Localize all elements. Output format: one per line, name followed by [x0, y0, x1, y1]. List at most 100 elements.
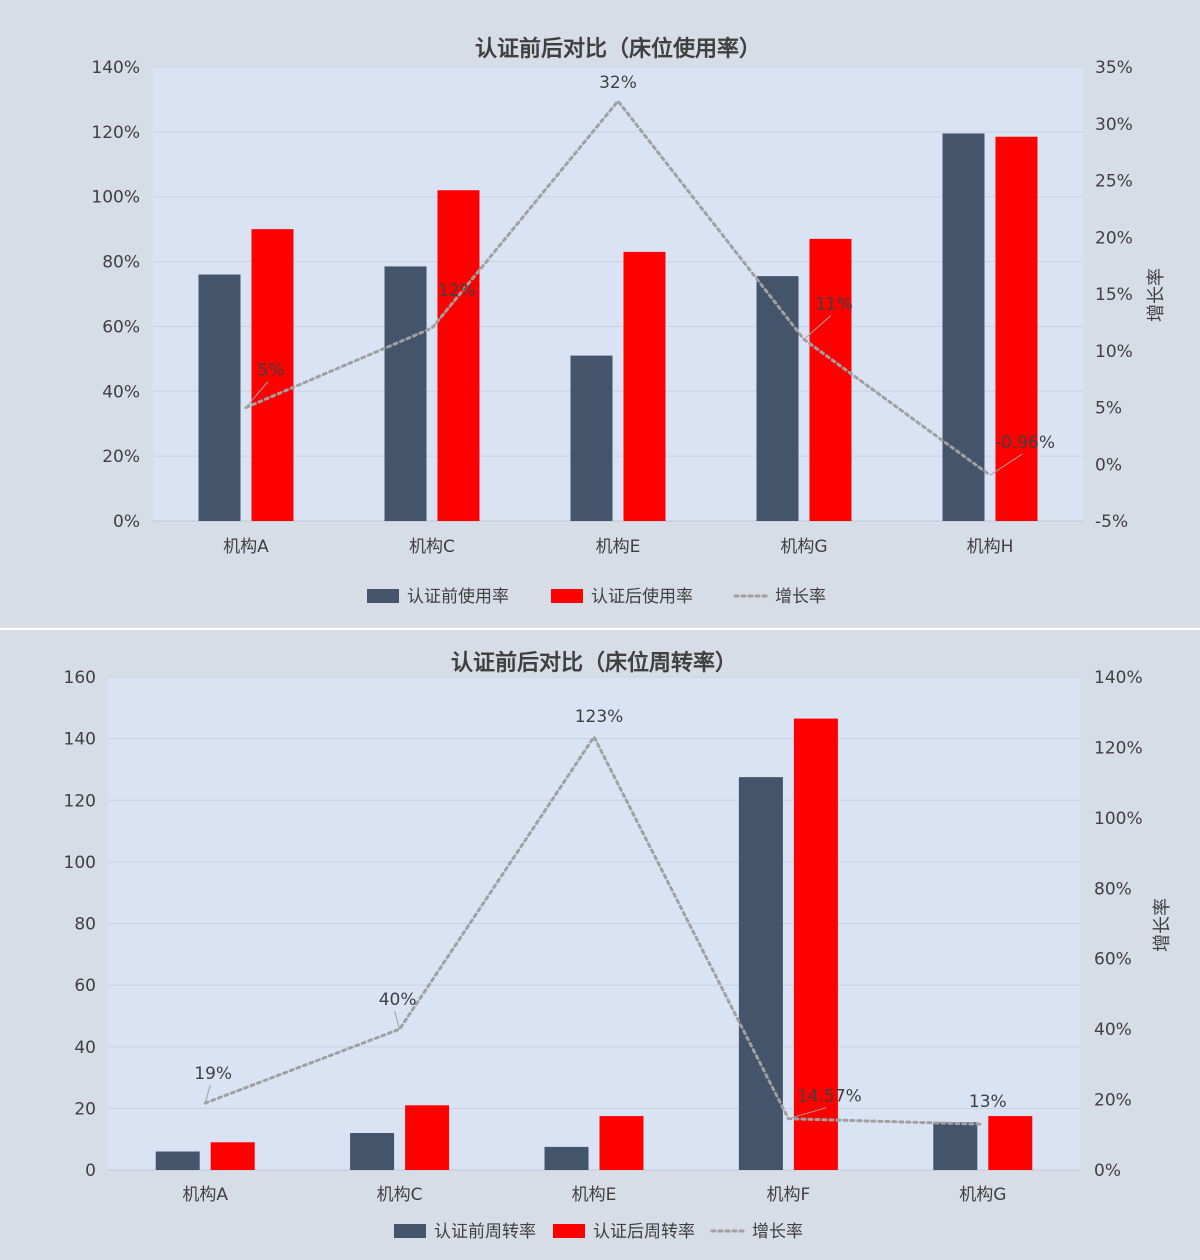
bar-before [570, 355, 613, 521]
left-axis-tick-label: 100 [64, 853, 96, 873]
left-axis-tick-label: 60% [102, 317, 140, 337]
left-axis-tick-label: 140 [64, 730, 96, 750]
left-axis-tick-label: 80% [102, 253, 140, 273]
legend-label: 认证后周转率 [593, 1222, 695, 1242]
category-label: 机构E [596, 537, 641, 557]
right-axis-tick-label: 120% [1094, 738, 1143, 758]
category-label: 机构G [959, 1185, 1006, 1205]
legend-swatch [367, 589, 399, 603]
data-label-leader [803, 315, 832, 340]
bar-after [995, 136, 1038, 521]
growth-rate-data-label: 123% [575, 707, 624, 727]
bar-after [405, 1105, 450, 1170]
right-axis-tick-label: 40% [1094, 1020, 1132, 1040]
bar-before [384, 266, 427, 521]
bar-after [623, 251, 666, 522]
right-axis-tick-label: 0% [1095, 455, 1122, 475]
bar-after [437, 190, 480, 521]
right-axis-tick-label: 0% [1094, 1161, 1121, 1181]
left-axis-tick-label: 100% [91, 188, 140, 208]
category-label: 机构A [223, 537, 269, 557]
bar-before [544, 1146, 589, 1170]
data-label-leader [394, 1011, 401, 1030]
left-axis-tick-label: 120% [91, 123, 140, 143]
legend-swatch [551, 589, 583, 603]
category-label: 机构G [780, 537, 827, 557]
left-axis-tick-label: 20 [74, 1099, 96, 1119]
right-axis-tick-label: 20% [1094, 1091, 1132, 1111]
bar-after [251, 229, 294, 521]
bar-before [756, 276, 799, 521]
chart-panel-bed-usage: 0% 20% 40% 60% 80% 100% 120% 140% -5% 0% 5% 10% 15% 2… [0, 0, 1200, 628]
bar-before [933, 1122, 978, 1170]
left-axis-tick-label: 60 [74, 976, 96, 996]
left-axis-tick-label: 20% [102, 447, 140, 467]
legend-swatch [394, 1224, 426, 1238]
bar-before [738, 777, 783, 1170]
panel-divider [0, 628, 1200, 630]
bar-before [198, 274, 241, 521]
right-axis-tick-label: 15% [1095, 285, 1133, 305]
growth-rate-data-label: 19% [194, 1064, 232, 1084]
data-label-leader [431, 301, 455, 329]
right-axis-tick-label: 30% [1095, 115, 1133, 135]
category-label: 机构C [377, 1185, 423, 1205]
growth-rate-line [203, 733, 985, 1126]
bar-after [809, 238, 852, 521]
growth-rate-data-label: 14.57% [797, 1087, 862, 1107]
bed-turnover-chart: 0 20 40 60 80 100 120 140 160 0% 20% 40% 60% 80% 100% 1… [64, 650, 1173, 1242]
chart-panel-bed-turnover: 0 20 40 60 80 100 120 140 160 0% 20% 40% 60% 80% 100% 1… [0, 630, 1200, 1260]
category-label: 机构A [182, 1185, 228, 1205]
bar-before [350, 1133, 395, 1170]
growth-rate-data-label: 40% [379, 990, 417, 1010]
left-axis-tick-label: 160 [64, 668, 96, 688]
growth-rate-data-label: 11% [815, 294, 853, 314]
plot-area [153, 67, 1083, 521]
category-label: 机构C [409, 537, 455, 557]
growth-rate-data-label: 13% [969, 1092, 1007, 1112]
growth-rate-data-label: 5% [258, 361, 285, 381]
right-axis-tick-label: 5% [1095, 399, 1122, 419]
right-axis-tick-label: 25% [1095, 172, 1133, 192]
legend-label: 增长率 [752, 1222, 803, 1242]
right-axis-tick-label: -5% [1095, 512, 1128, 532]
left-axis-tick-label: 0 [85, 1161, 96, 1181]
right-axis-title: 增长率 [1152, 898, 1173, 952]
left-axis-tick-label: 40 [74, 1038, 96, 1058]
category-label: 机构F [767, 1185, 811, 1205]
legend-label: 认证前使用率 [407, 586, 509, 607]
right-axis-tick-label: 35% [1095, 58, 1133, 78]
bed-usage-chart: 0% 20% 40% 60% 80% 100% 120% 140% -5% 0% 5% 10% 15% 2… [91, 36, 1167, 607]
right-axis-tick-label: 10% [1095, 342, 1133, 362]
legend-label: 认证后使用率 [591, 586, 693, 607]
left-axis-tick-label: 80 [74, 915, 96, 935]
growth-rate-line [244, 98, 992, 477]
legend-label: 增长率 [775, 587, 826, 607]
chart-title: 认证前后对比（床位周转率） [451, 650, 737, 676]
data-label-leader [245, 381, 269, 408]
bar-after [988, 1116, 1033, 1170]
bar-after [793, 718, 838, 1170]
data-label-leader [788, 1107, 827, 1120]
right-axis-title: 增长率 [1146, 268, 1167, 322]
right-axis-tick-label: 20% [1095, 228, 1133, 248]
bar-after [599, 1116, 644, 1170]
legend-label: 认证前周转率 [434, 1222, 536, 1242]
bar-before [942, 133, 985, 521]
right-axis-tick-label: 100% [1094, 809, 1143, 829]
legend-swatch [553, 1224, 585, 1238]
growth-rate-data-label: -0.96% [995, 433, 1055, 453]
right-axis-tick-label: 60% [1094, 950, 1132, 970]
data-label-leader [989, 453, 1023, 476]
bar-before [155, 1151, 200, 1170]
left-axis-tick-label: 120 [64, 791, 96, 811]
right-axis-tick-label: 140% [1094, 668, 1143, 688]
bar-after [210, 1142, 255, 1170]
chart-title: 认证前后对比（床位使用率） [475, 36, 761, 62]
category-label: 机构E [572, 1185, 617, 1205]
growth-rate-data-label: 12% [438, 281, 476, 301]
data-label-leader [204, 1084, 211, 1104]
right-axis-tick-label: 80% [1094, 879, 1132, 899]
left-axis-tick-label: 0% [113, 512, 140, 532]
left-axis-tick-label: 40% [102, 382, 140, 402]
